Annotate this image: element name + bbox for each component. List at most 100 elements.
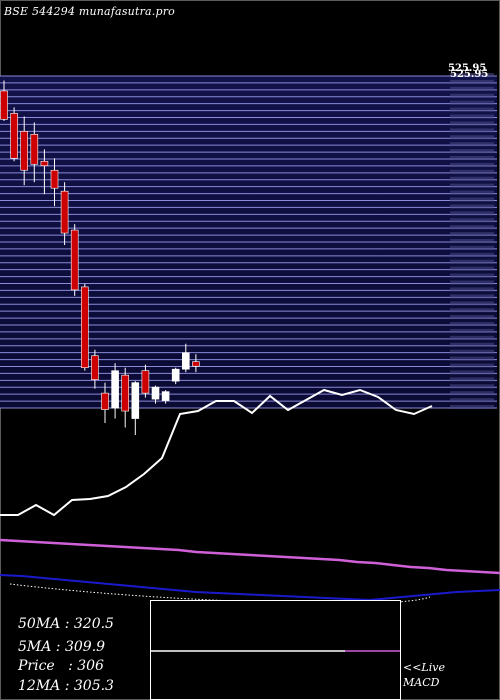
candle-body: [10, 113, 18, 159]
candle-body: [182, 352, 190, 370]
grid-tick-label: [450, 239, 494, 243]
grid-tick-label: [450, 149, 494, 154]
price-axis-top-label-overlap: 525.95: [450, 69, 488, 80]
candle: [20, 116, 29, 186]
candle: [151, 385, 160, 404]
grid-tick-label: [450, 86, 494, 91]
grid-tick-label: [450, 280, 494, 285]
grid-tick-label: [450, 335, 494, 340]
grid-tick-label: [450, 349, 494, 354]
candle: [141, 364, 150, 398]
grid-tick-label: [450, 232, 494, 237]
grid-tick-label: [450, 322, 494, 326]
grid-tick-label: [450, 197, 494, 202]
candle: [40, 149, 49, 195]
live-macd-line1: <<Live: [403, 661, 445, 674]
candle-body: [70, 229, 79, 291]
grid-tick-label: [450, 142, 494, 147]
grid-tick-label: [450, 384, 494, 389]
grid-tick-label: [450, 169, 494, 174]
grid-tick-label: [450, 156, 494, 160]
white-price-line: [0, 388, 433, 517]
price-axis-top-label: 525.95: [448, 63, 486, 74]
grid-tick-label: [450, 259, 494, 264]
grid-tick-label: [450, 398, 494, 403]
grid-tick-label: [450, 204, 494, 209]
candle: [91, 349, 99, 389]
candle-body: [121, 374, 129, 412]
price-axis-ticks: [450, 73, 494, 409]
grid-tick-label: [450, 128, 494, 133]
candle-body: [101, 392, 109, 410]
grid-tick-label: [450, 245, 494, 250]
candle: [81, 283, 89, 371]
grid-tick-label: [450, 301, 494, 306]
candle-body: [0, 90, 8, 120]
grid-tick-label: [450, 405, 494, 409]
chart-title: BSE 544294 munafasutra.pro: [4, 5, 176, 18]
grid-tick-label: [450, 266, 494, 271]
grid-tick-label: [450, 273, 494, 278]
candle: [10, 107, 18, 162]
grid-tick-label: [450, 176, 494, 181]
ma5-label: 5MA : 309.9: [18, 639, 106, 655]
candle-body: [111, 370, 119, 409]
grid-tick-label: [450, 315, 494, 320]
live-macd-label: <<Live MACD: [403, 660, 445, 690]
candle: [50, 158, 59, 207]
grid-tick-label: [450, 356, 494, 361]
grid-tick-label: [450, 308, 494, 313]
candle-body: [171, 368, 180, 382]
grid-tick-label: [450, 377, 494, 382]
candle: [101, 382, 109, 424]
grid-tick-label: [450, 363, 494, 368]
grid-tick-label: [450, 225, 494, 230]
candle: [171, 367, 180, 385]
candle-body: [60, 190, 69, 234]
candle-body: [81, 286, 89, 368]
grid-tick-label: [450, 135, 494, 140]
candle: [161, 390, 170, 404]
grid-tick-label: [450, 218, 494, 223]
grid-tick-label: [450, 370, 494, 375]
grid-tick-label: [450, 183, 494, 188]
price-label: Price : 306: [18, 658, 104, 674]
candle: [192, 354, 200, 373]
candle: [182, 343, 190, 373]
grid-tick-label: [450, 79, 494, 84]
candle-body: [151, 386, 160, 400]
candle: [0, 80, 8, 121]
ma12-label: 12MA : 305.3: [18, 678, 114, 694]
candlestick-series: [0, 80, 200, 435]
grid-tick-label: [450, 93, 494, 98]
dotted-signal-line: [9, 583, 431, 605]
candle-body: [30, 134, 39, 165]
blue-moving-average-line: [0, 574, 500, 602]
grid-tick-label: [450, 342, 494, 347]
grid-tick-label: [450, 328, 494, 333]
indicator-panel: [0, 388, 500, 605]
grid-tick-label: [450, 294, 494, 299]
macd-panel: [150, 600, 401, 700]
candle: [30, 122, 39, 183]
candle-body: [50, 169, 59, 189]
candle-body: [20, 131, 29, 171]
ma50-label: 50MA : 320.5: [18, 616, 114, 632]
candle-body: [40, 160, 49, 167]
candle-body: [91, 355, 99, 380]
candle: [121, 367, 129, 428]
candle: [70, 224, 79, 296]
grid-tick-label: [450, 287, 494, 292]
live-macd-line2: MACD: [403, 676, 440, 689]
grid-tick-label: [450, 190, 494, 195]
grid-tick-label: [450, 121, 494, 126]
candle: [111, 363, 119, 419]
candle-body: [141, 370, 150, 394]
grid-tick-label: [450, 73, 494, 77]
candle-body: [161, 391, 170, 401]
grid-tick-label: [450, 391, 494, 396]
grid-tick-label: [450, 100, 494, 105]
grid-tick-label: [450, 114, 494, 119]
grid-tick-label: [450, 107, 494, 112]
